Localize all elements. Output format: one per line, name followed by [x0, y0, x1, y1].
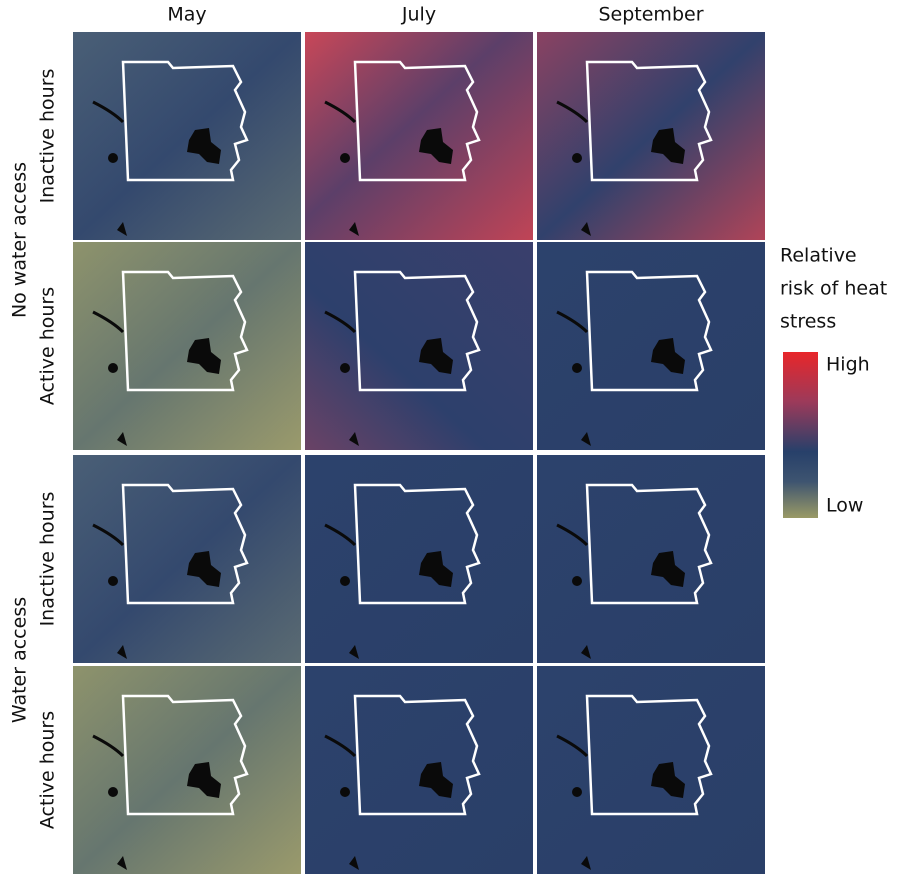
row-label: Inactive hours — [37, 492, 59, 627]
map-panels — [73, 32, 765, 874]
row-label: Inactive hours — [37, 69, 59, 204]
map-panel — [305, 455, 533, 663]
map-panel — [305, 242, 533, 450]
column-label: September — [598, 4, 703, 26]
legend-title: Relative — [780, 245, 857, 267]
map-panel — [73, 455, 301, 663]
map-background — [305, 455, 533, 663]
legend-title: stress — [780, 311, 836, 333]
group-label: Water access — [9, 597, 31, 723]
legend-low: Low — [826, 495, 863, 517]
map-background — [73, 242, 301, 450]
group-label: No water access — [9, 162, 31, 318]
map-background — [537, 242, 765, 450]
map-background — [305, 32, 533, 240]
map-panel — [73, 242, 301, 450]
map-background — [305, 666, 533, 874]
map-panel — [305, 32, 533, 240]
row-label: Active hours — [37, 711, 59, 829]
row-label: Active hours — [37, 287, 59, 405]
map-background — [537, 455, 765, 663]
map-background — [73, 666, 301, 874]
map-background — [537, 666, 765, 874]
map-panel — [537, 666, 765, 874]
map-background — [305, 242, 533, 450]
legend-colorbar — [783, 352, 818, 518]
map-background — [537, 32, 765, 240]
map-background — [73, 455, 301, 663]
legend-title: risk of heat — [780, 278, 887, 300]
map-panel — [305, 666, 533, 874]
map-panel — [537, 242, 765, 450]
map-panel — [537, 455, 765, 663]
map-panel — [537, 32, 765, 240]
map-background — [73, 32, 301, 240]
map-panel — [73, 666, 301, 874]
column-label: July — [401, 4, 436, 26]
column-label: May — [167, 4, 206, 26]
legend-high: High — [826, 354, 870, 376]
map-panel — [73, 32, 301, 240]
